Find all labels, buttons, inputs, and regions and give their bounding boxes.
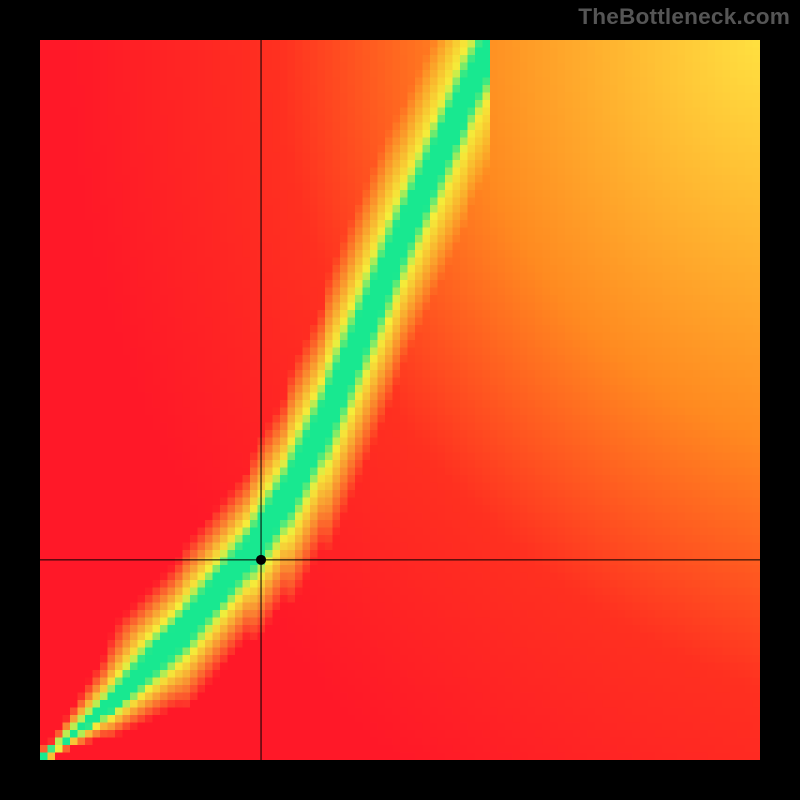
chart-container: { "watermark": { "text": "TheBottleneck.… — [0, 0, 800, 800]
watermark-text: TheBottleneck.com — [578, 4, 790, 30]
heatmap-canvas — [40, 40, 760, 760]
